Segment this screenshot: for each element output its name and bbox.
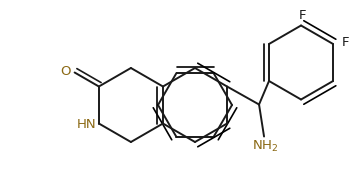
Text: F: F: [298, 9, 306, 22]
Text: O: O: [61, 65, 71, 78]
Text: HN: HN: [77, 118, 97, 131]
Text: NH$_2$: NH$_2$: [252, 139, 278, 154]
Text: F: F: [341, 36, 349, 50]
